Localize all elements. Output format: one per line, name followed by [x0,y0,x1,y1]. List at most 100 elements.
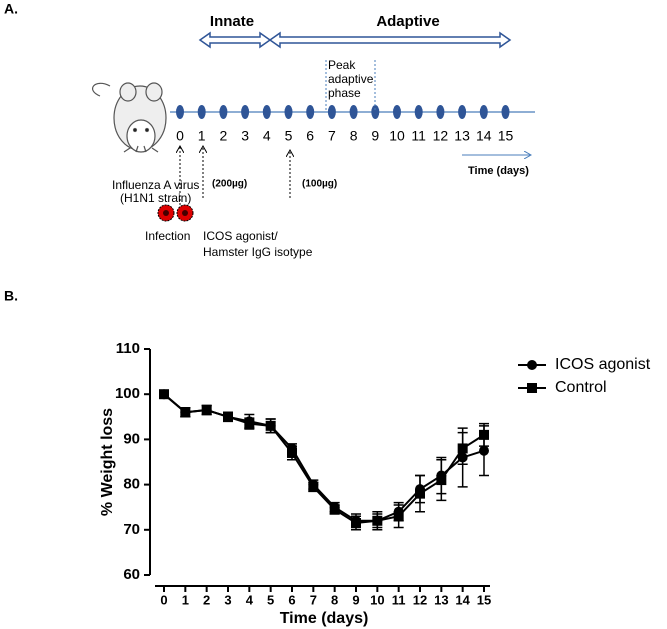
x-tick-label: 4 [246,592,254,607]
day-marker [197,105,206,119]
legend-marker [527,360,537,370]
peak-label: Peak [328,58,356,72]
legend-label: ICOS agonist [555,356,651,373]
day-marker [176,105,184,119]
x-tick-label: 1 [182,592,189,607]
mouse-icon [92,82,167,153]
x-tick-label: 2 [203,592,210,607]
time-label: Time (days) [468,165,529,177]
marker [223,411,233,422]
treatment-label: Hamster IgG isotype [203,245,313,259]
day-marker [327,105,336,119]
x-tick-label: 13 [434,592,448,607]
dose-label: (200µg) [212,179,247,190]
x-tick-label: 7 [310,592,317,607]
day-label: 7 [328,128,336,144]
treatment-label: ICOS agonist/ [203,229,278,243]
day-marker [414,105,423,119]
x-tick-label: 11 [392,592,406,607]
day-marker [501,105,510,119]
day-marker [371,105,380,119]
y-axis-title: % Weight loss [99,408,116,516]
day-label: 13 [454,128,470,144]
day-marker [284,105,293,119]
x-tick-label: 8 [331,592,338,607]
marker [479,429,489,440]
day-marker [479,105,488,119]
x-tick-label: 5 [267,592,274,607]
y-tick-label: 80 [123,476,140,493]
day-marker [306,105,315,119]
x-tick-label: 15 [477,592,491,607]
peak-label: adaptive [328,72,374,86]
virus-label: Influenza A virus [112,178,199,192]
marker [180,407,191,418]
marker [393,511,404,522]
virus-icons [157,204,194,222]
phase-arrows [198,31,512,49]
infection-label: Infection [145,229,190,243]
y-tick-label: 100 [115,385,140,402]
innate-label: Innate [210,13,254,30]
panel-label: A. [4,1,18,17]
y-tick-label: 90 [123,430,140,447]
series-line [163,393,485,525]
day-label: 3 [241,128,249,144]
y-tick-label: 70 [123,521,140,538]
x-axis-title: Time (days) [280,610,369,627]
day-marker [393,105,401,119]
day-label: 10 [389,128,405,144]
marker [436,475,447,486]
marker [479,445,489,456]
adaptive-label: Adaptive [376,13,439,30]
day-label: 12 [433,128,449,144]
x-tick-label: 9 [352,592,359,607]
x-tick-label: 10 [370,592,384,607]
y-tick-label: 110 [116,340,140,357]
marker [415,488,425,499]
day-marker [241,105,250,119]
marker [287,447,297,458]
day-label: 14 [476,128,492,144]
event-arrows [180,147,290,205]
legend-marker [527,383,537,393]
legend-label: Control [555,379,607,396]
x-tick-label: 14 [455,592,470,607]
day-marker [262,105,271,119]
marker [372,515,383,526]
marker [265,420,276,431]
day-label: 15 [498,128,514,144]
marker [351,518,361,529]
day-marker [219,105,228,119]
dose-label: (100µg) [302,179,337,190]
marker [159,389,169,400]
marker [201,405,212,416]
x-tick-label: 3 [224,592,231,607]
day-label: 9 [371,128,379,144]
x-tick-label: 6 [288,592,295,607]
day-label: 8 [350,128,358,144]
series-line [163,393,485,522]
day-label: 6 [306,128,314,144]
timeline-days: 0 1 2 3 4 5 6 7 8 9 10 11 12 13 14 15 [176,105,513,144]
x-tick-label: 0 [160,592,167,607]
marker [457,443,468,454]
day-label: 4 [263,128,271,144]
panel-label: B. [4,288,18,304]
day-label: 5 [285,128,293,144]
day-marker [436,105,445,119]
marker [244,418,255,429]
peak-label: phase [328,86,361,100]
y-tick-label: 60 [123,566,140,583]
day-label: 1 [198,128,206,144]
x-tick-label: 12 [413,592,427,607]
day-marker [458,105,467,119]
day-label: 2 [220,128,228,144]
marker [329,504,340,515]
day-label: 0 [176,128,184,144]
marker [308,481,319,492]
virus-label: (H1N1 strain) [120,191,191,205]
day-label: 11 [411,128,426,144]
